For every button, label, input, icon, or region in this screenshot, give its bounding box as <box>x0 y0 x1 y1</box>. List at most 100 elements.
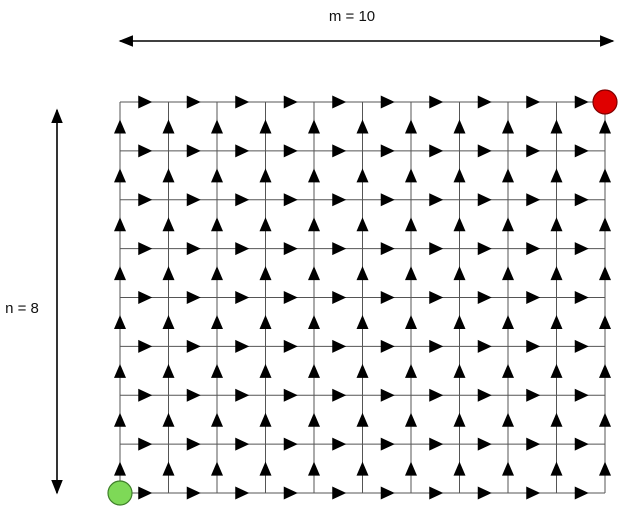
right-arrow-icon <box>235 486 250 500</box>
up-arrow-icon <box>162 363 175 378</box>
right-arrow-icon <box>380 339 395 353</box>
right-arrow-icon <box>380 486 395 500</box>
right-arrow-icon <box>332 95 347 109</box>
up-arrow-icon <box>453 266 466 281</box>
right-arrow-icon <box>138 242 153 256</box>
up-arrow-icon <box>550 314 563 329</box>
up-arrow-icon <box>259 168 272 183</box>
right-arrow-icon <box>380 437 395 451</box>
up-arrow-icon <box>114 266 126 281</box>
up-arrow-icon <box>259 119 272 134</box>
right-arrow-icon <box>526 144 541 158</box>
up-arrow-icon <box>599 412 611 427</box>
right-arrow-icon <box>526 437 541 451</box>
right-arrow-icon <box>574 437 589 451</box>
up-arrow-icon <box>453 119 466 134</box>
right-arrow-icon <box>526 486 541 500</box>
up-arrow-icon <box>453 461 466 476</box>
right-arrow-icon <box>526 242 541 256</box>
up-arrow-icon <box>162 412 175 427</box>
up-arrow-icon <box>550 461 563 476</box>
right-arrow-icon <box>429 388 444 402</box>
up-arrow-icon <box>550 412 563 427</box>
up-arrow-icon <box>599 363 611 378</box>
right-arrow-icon <box>477 339 492 353</box>
up-arrow-icon <box>599 119 611 134</box>
up-arrow-icon <box>162 217 175 232</box>
up-arrow-icon <box>259 363 272 378</box>
up-arrow-icon <box>114 314 126 329</box>
right-arrow-icon <box>574 144 589 158</box>
up-arrow-icon <box>356 314 369 329</box>
right-arrow-icon <box>283 339 298 353</box>
right-arrow-icon <box>235 95 250 109</box>
up-arrow-icon <box>356 412 369 427</box>
up-arrow-icon <box>453 168 466 183</box>
right-arrow-icon <box>526 95 541 109</box>
right-arrow-icon <box>235 437 250 451</box>
up-arrow-icon <box>502 217 514 232</box>
up-arrow-icon <box>114 217 126 232</box>
up-arrow-icon <box>308 119 320 134</box>
right-arrow-icon <box>429 291 444 304</box>
right-arrow-icon <box>380 242 395 256</box>
right-arrow-icon <box>380 388 395 402</box>
up-arrow-icon <box>114 119 126 134</box>
right-arrow-icon <box>477 144 492 158</box>
up-arrow-icon <box>308 363 320 378</box>
right-arrow-icon <box>332 144 347 158</box>
up-arrow-icon <box>259 314 272 329</box>
up-arrow-icon <box>453 217 466 232</box>
right-arrow-icon <box>186 486 201 500</box>
up-arrow-icon <box>502 168 514 183</box>
right-arrow-icon <box>380 144 395 158</box>
right-arrow-icon <box>332 486 347 500</box>
up-arrow-icon <box>599 217 611 232</box>
up-arrow-icon <box>405 412 417 427</box>
right-arrow-icon <box>283 437 298 451</box>
right-arrow-icon <box>574 388 589 402</box>
up-arrow-icon <box>211 266 223 281</box>
right-arrow-icon <box>138 339 153 353</box>
right-arrow-icon <box>574 291 589 304</box>
right-arrow-icon <box>574 339 589 353</box>
width-dimension-label: m = 10 <box>329 8 375 25</box>
up-arrow-icon <box>405 217 417 232</box>
right-arrow-icon <box>380 95 395 109</box>
right-arrow-icon <box>574 486 589 500</box>
up-arrow-icon <box>211 363 223 378</box>
right-arrow-icon <box>186 388 201 402</box>
right-arrow-icon <box>380 193 395 207</box>
up-arrow-icon <box>162 461 175 476</box>
up-arrow-icon <box>550 363 563 378</box>
right-arrow-icon <box>138 388 153 402</box>
right-arrow-icon <box>332 388 347 402</box>
right-arrow-icon <box>526 291 541 304</box>
up-arrow-icon <box>308 314 320 329</box>
right-arrow-icon <box>186 339 201 353</box>
up-arrow-icon <box>211 168 223 183</box>
up-arrow-icon <box>599 168 611 183</box>
right-arrow-icon <box>429 144 444 158</box>
up-arrow-icon <box>356 168 369 183</box>
up-arrow-icon <box>162 266 175 281</box>
up-arrow-icon <box>114 412 126 427</box>
up-arrow-icon <box>356 266 369 281</box>
right-arrow-icon <box>283 144 298 158</box>
up-arrow-icon <box>162 119 175 134</box>
up-arrow-icon <box>211 314 223 329</box>
right-arrow-icon <box>429 437 444 451</box>
up-arrow-icon <box>550 119 563 134</box>
up-arrow-icon <box>308 266 320 281</box>
right-arrow-icon <box>477 291 492 304</box>
up-arrow-icon <box>502 412 514 427</box>
right-arrow-icon <box>283 242 298 256</box>
up-arrow-icon <box>162 314 175 329</box>
up-arrow-icon <box>308 461 320 476</box>
up-arrow-icon <box>114 461 126 476</box>
right-arrow-icon <box>138 291 153 304</box>
right-arrow-icon <box>138 95 153 109</box>
right-arrow-icon <box>186 242 201 256</box>
end-node <box>592 89 618 115</box>
right-arrow-icon <box>186 144 201 158</box>
